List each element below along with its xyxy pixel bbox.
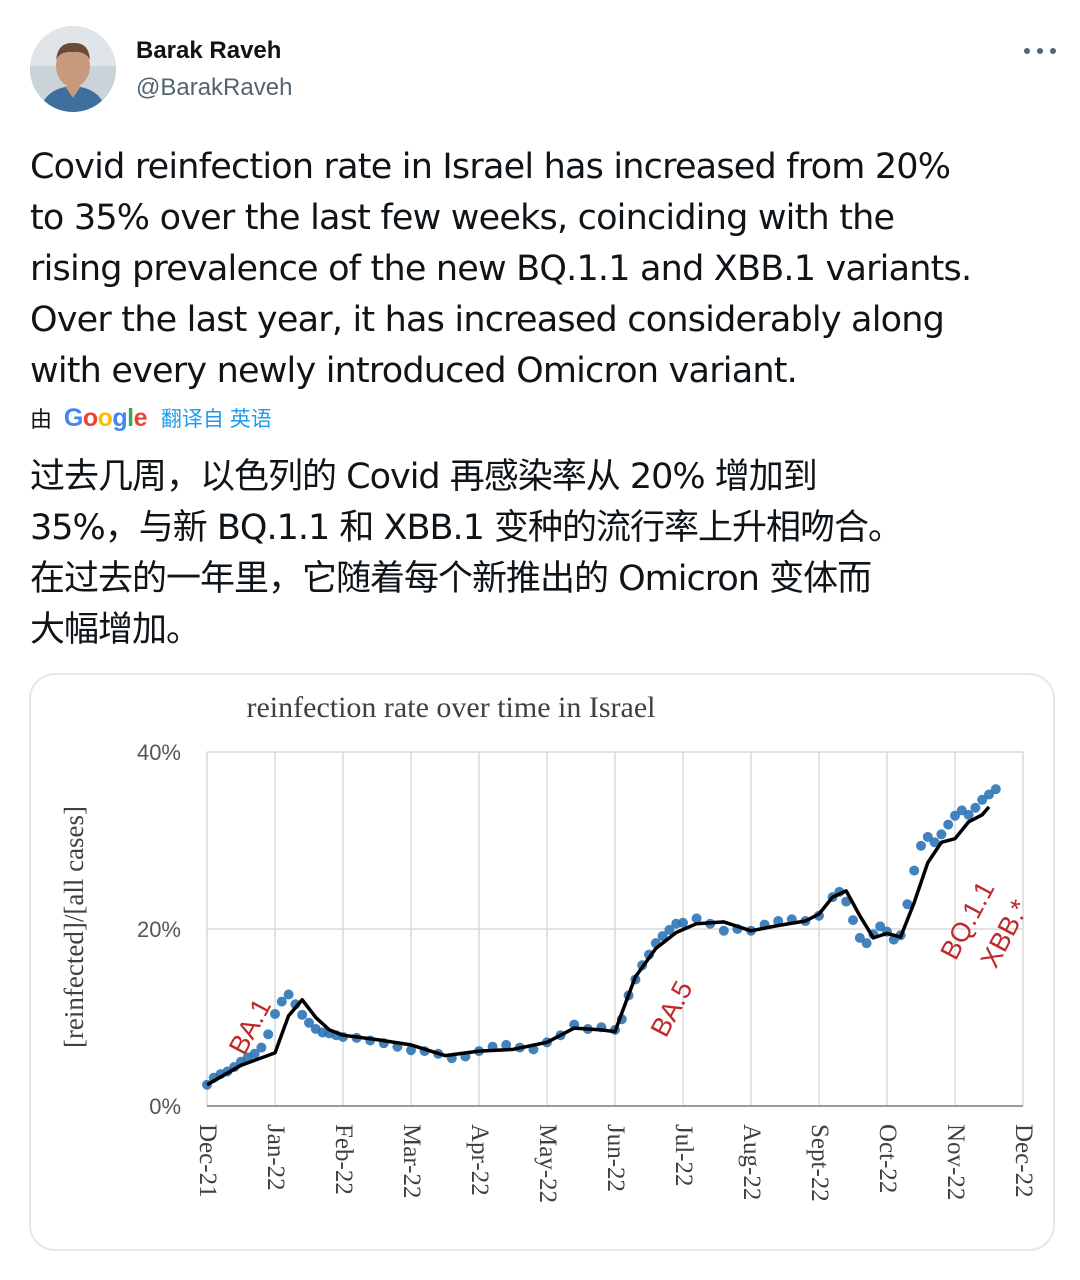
data-point [963, 809, 974, 820]
data-point [501, 1039, 512, 1050]
data-point [990, 784, 1001, 795]
reinfection-chart: reinfection rate over time in Israel [re… [59, 691, 1037, 1203]
data-point [854, 932, 865, 943]
translated-from-link[interactable]: 翻译自 英语 [160, 408, 272, 431]
tweet-media-image[interactable]: reinfection rate over time in Israel [re… [29, 673, 1055, 1251]
x-tick-label: Dec-22 [1010, 1124, 1037, 1198]
trend-line [206, 805, 991, 1087]
translation-attribution: 由 Google 翻译自 英语 [30, 402, 272, 436]
author-names: Barak Raveh @BarakRaveh [136, 36, 292, 104]
x-tick-label: Apr-22 [466, 1124, 493, 1196]
data-point [263, 1029, 274, 1040]
tweet-text: Covid reinfection rate in Israel has inc… [30, 142, 1055, 397]
data-point [406, 1045, 416, 1056]
x-tick-label: Sept-22 [806, 1124, 833, 1202]
y-tick-label: 20% [137, 917, 181, 942]
google-logo: Google [63, 403, 148, 432]
tweet-text-line: Covid reinfection rate in Israel has inc… [30, 147, 951, 187]
translated-text-line: 35%，与新 BQ.1.1 和 XBB.1 变种的流行率上升相吻合。 [30, 508, 903, 548]
translated-text: 过去几周，以色列的 Covid 再感染率从 20% 增加到 35%，与新 BQ.… [30, 452, 1055, 656]
tweet-text-line: with every newly introduced Omicron vari… [30, 351, 798, 391]
data-point [283, 989, 294, 1000]
data-point [929, 837, 940, 848]
data-point [970, 802, 981, 813]
x-tick-label: Mar-22 [398, 1124, 425, 1198]
translated-text-line: 过去几周，以色列的 Covid 再感染率从 20% 增加到 [30, 457, 818, 497]
x-tick-label: Aug-22 [738, 1124, 765, 1200]
x-tick-label: Jan-22 [262, 1124, 289, 1191]
data-point [950, 810, 960, 821]
data-point [691, 913, 702, 924]
data-point [943, 819, 954, 830]
data-point [902, 899, 913, 910]
translated-text-line: 在过去的一年里，它随着每个新推出的 Omicron 变体而 [30, 559, 872, 599]
data-point [848, 915, 858, 926]
data-point [297, 1009, 308, 1020]
chart-title: reinfection rate over time in Israel [247, 691, 656, 724]
x-tick-label: Feb-22 [330, 1124, 357, 1195]
data-point [984, 789, 994, 800]
author-display-name[interactable]: Barak Raveh [136, 37, 282, 64]
x-tick-label: Nov-22 [942, 1124, 969, 1200]
google-logo-letter: e [133, 403, 148, 432]
tweet-header: Barak Raveh @BarakRaveh [30, 26, 1060, 116]
data-point [875, 921, 886, 932]
data-point [861, 938, 872, 949]
data-point [256, 1042, 267, 1053]
data-point [977, 794, 988, 805]
google-logo-letter: g [112, 403, 128, 432]
google-logo-letter: l [127, 403, 134, 432]
google-logo-letter: o [82, 403, 98, 432]
more-horizontal-icon[interactable] [1020, 36, 1060, 66]
data-point [916, 840, 926, 851]
x-tick-label: May-22 [534, 1124, 561, 1203]
data-point [936, 829, 947, 840]
avatar[interactable] [30, 26, 116, 112]
x-tick-label: Dec-21 [194, 1124, 221, 1198]
data-point [304, 1017, 314, 1028]
x-tick-label: Oct-22 [874, 1124, 901, 1193]
data-point [664, 924, 675, 935]
x-tick-label: Jun-22 [602, 1124, 629, 1192]
variant-annotation: BA.1 [223, 994, 277, 1060]
translation-by-label: 由 [30, 407, 53, 432]
data-point [909, 865, 920, 876]
translated-text-line: 大幅增加。 [30, 610, 201, 650]
data-point [678, 917, 688, 928]
y-tick-label: 40% [137, 740, 181, 765]
profile-photo-icon [30, 26, 116, 112]
y-tick-label: 0% [149, 1094, 181, 1119]
tweet-text-line: to 35% over the last few weeks, coincidi… [30, 198, 895, 238]
data-point [249, 1048, 260, 1059]
data-point [270, 1008, 280, 1019]
data-point [718, 925, 729, 936]
variant-annotation: BA.5 [645, 976, 699, 1042]
x-tick-label: Jul-22 [670, 1124, 697, 1187]
tweet-text-line: Over the last year, it has increased con… [30, 300, 945, 340]
data-point [276, 996, 287, 1007]
y-axis-label: [reinfected]/[all cases] [59, 806, 89, 1048]
tweet-text-line: rising prevalence of the new BQ.1.1 and … [30, 249, 972, 289]
author-handle[interactable]: @BarakRaveh [136, 74, 293, 101]
data-point [922, 831, 933, 842]
google-logo-letter: o [97, 403, 113, 432]
data-point [657, 931, 668, 942]
google-logo-letter: G [63, 403, 83, 432]
